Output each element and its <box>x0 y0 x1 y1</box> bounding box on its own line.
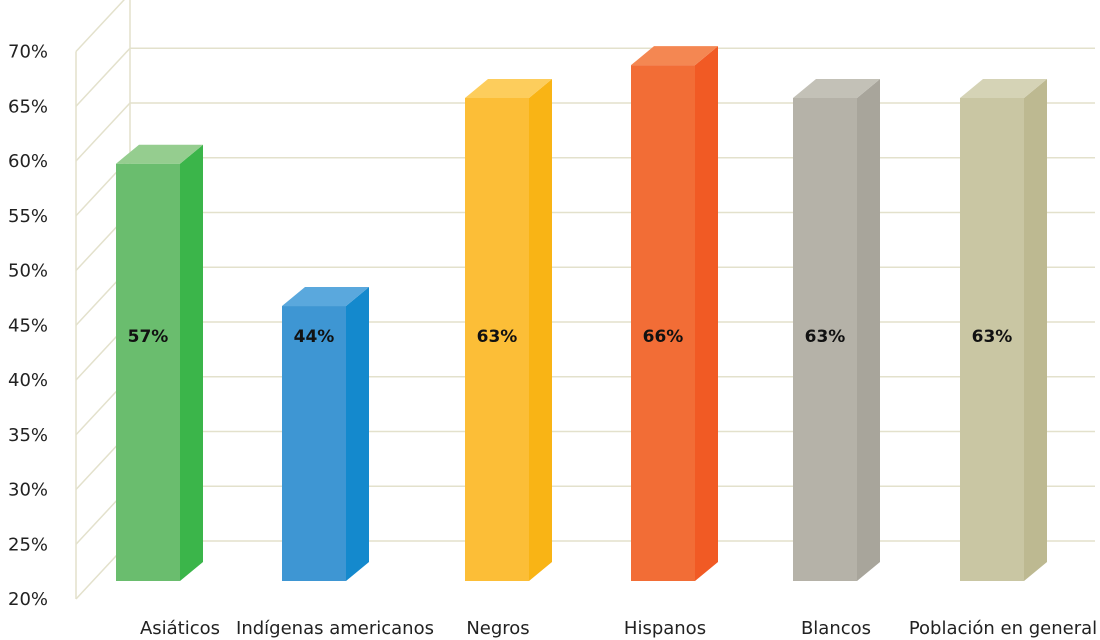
bar-side <box>529 78 552 582</box>
y-tick-label: 40% <box>8 370 48 391</box>
bar-front <box>282 306 346 581</box>
bar <box>960 78 1047 582</box>
y-tick-label: 65% <box>8 96 48 117</box>
bar-side <box>857 78 880 582</box>
bar-front <box>116 163 180 581</box>
bar-top <box>793 78 880 98</box>
x-tick-label: Blancos <box>801 618 871 639</box>
bar-top <box>631 46 718 66</box>
bar-value-label: 63% <box>972 327 1013 347</box>
bar-value-label: 66% <box>643 327 684 347</box>
y-tick-label: 50% <box>8 261 48 282</box>
y-tick-label: 70% <box>8 42 48 63</box>
bar-top <box>960 78 1047 98</box>
bar-front <box>631 65 695 581</box>
bar-value-label: 63% <box>477 327 518 347</box>
y-tick-label: 45% <box>8 315 48 336</box>
bar-front <box>960 97 1024 582</box>
bar-value-label: 44% <box>294 327 335 347</box>
bar-side <box>180 144 203 581</box>
bar-value-label: 57% <box>128 327 169 347</box>
gridline-diagonal <box>75 47 131 107</box>
x-tick-label: Negros <box>466 618 529 639</box>
bar-value-label: 63% <box>805 327 846 347</box>
bar-top <box>282 287 369 307</box>
bar <box>465 78 552 582</box>
gridline-diagonal <box>75 102 131 162</box>
labels: 20% 25% 30% 35% 40% 45% 50% 55% 60% 65% 70% 57% Asiá… <box>8 42 1097 640</box>
bar-side <box>1024 78 1047 582</box>
y-tick-label: 60% <box>8 151 48 172</box>
bar <box>282 287 369 581</box>
y-tick-label: 30% <box>8 480 48 501</box>
gridline-diagonal <box>75 0 125 53</box>
x-tick-label: Asiáticos <box>140 618 220 639</box>
x-tick-label: Indígenas americanos <box>236 618 434 639</box>
bar-top <box>465 78 552 98</box>
bar <box>116 144 203 581</box>
bar-side <box>346 287 369 581</box>
x-tick-label: Población en general <box>909 618 1097 639</box>
y-tick-label: 35% <box>8 425 48 446</box>
bar-front <box>465 97 529 582</box>
y-tick-label: 25% <box>8 534 48 555</box>
bars <box>116 46 1047 582</box>
grid <box>75 0 1095 600</box>
y-tick-label: 20% <box>8 589 48 610</box>
bar <box>631 46 718 581</box>
bar-top <box>116 144 203 164</box>
y-tick-label: 55% <box>8 206 48 227</box>
bar-front <box>793 97 857 582</box>
bar-side <box>695 46 718 581</box>
bar <box>793 78 880 582</box>
x-tick-label: Hispanos <box>624 618 706 639</box>
